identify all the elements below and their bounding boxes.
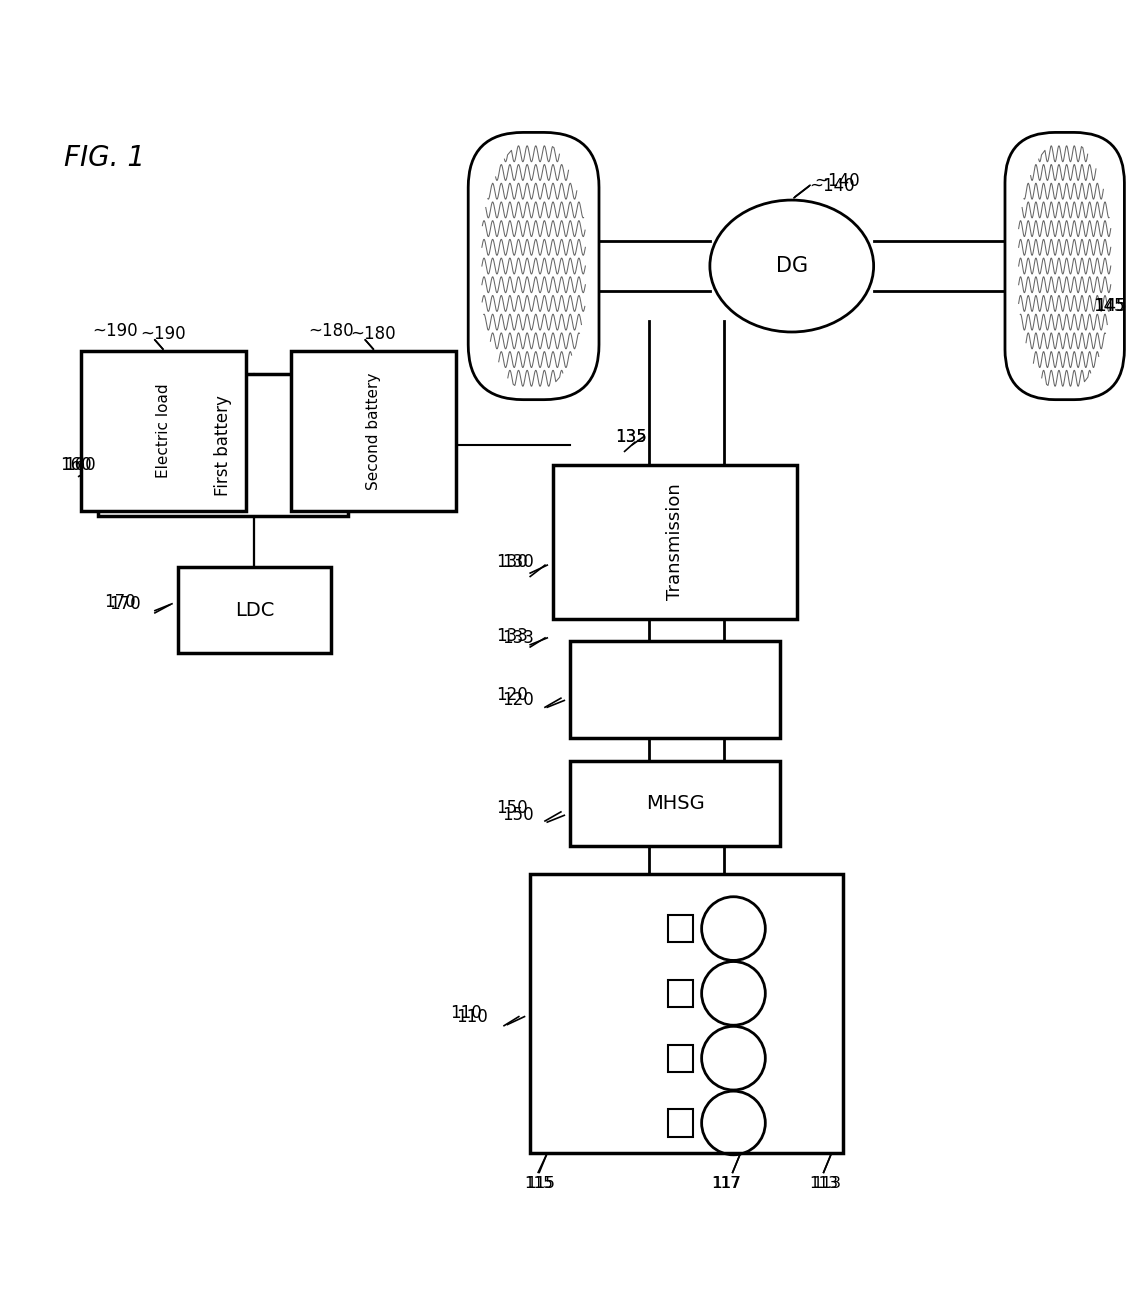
Text: Second battery: Second battery [366, 373, 381, 489]
FancyBboxPatch shape [469, 132, 598, 400]
Bar [570, 642, 781, 738]
Bar [530, 875, 842, 1153]
Text: 115: 115 [527, 1176, 555, 1192]
Text: ~180: ~180 [309, 322, 355, 340]
Text: 145: 145 [1096, 296, 1127, 314]
Bar [668, 980, 692, 1007]
Bar [98, 374, 348, 516]
Text: 160: 160 [64, 455, 96, 474]
Text: 110: 110 [456, 1008, 488, 1026]
Text: Electric load: Electric load [156, 383, 171, 479]
Text: 133: 133 [502, 629, 534, 647]
Text: 170: 170 [109, 595, 141, 613]
Text: 150: 150 [496, 800, 528, 818]
Bar [570, 761, 781, 846]
Bar [668, 915, 692, 942]
Text: 135: 135 [616, 427, 648, 445]
Text: 130: 130 [502, 553, 534, 571]
Text: ~190: ~190 [92, 322, 138, 340]
Text: 150: 150 [502, 806, 534, 824]
Text: FIG. 1: FIG. 1 [64, 144, 145, 172]
Text: 113: 113 [808, 1176, 838, 1192]
Text: ~190: ~190 [140, 325, 186, 343]
Bar [292, 352, 456, 511]
Bar [668, 1109, 692, 1136]
FancyBboxPatch shape [1005, 132, 1124, 400]
Text: DG: DG [775, 256, 808, 276]
Text: 160: 160 [60, 455, 92, 474]
Text: 130: 130 [496, 553, 528, 571]
Text: MHSG: MHSG [646, 793, 705, 813]
Text: ~180: ~180 [350, 325, 396, 343]
Text: 110: 110 [450, 1004, 482, 1022]
Text: 117: 117 [711, 1176, 740, 1192]
Ellipse shape [710, 201, 873, 333]
Text: First battery: First battery [214, 395, 233, 496]
Text: Transmission: Transmission [666, 484, 684, 600]
Bar [668, 1044, 692, 1071]
Text: 120: 120 [496, 686, 528, 704]
Text: 170: 170 [104, 593, 136, 611]
Text: 135: 135 [616, 427, 648, 445]
Text: ~140: ~140 [808, 177, 855, 195]
Text: ~140: ~140 [814, 172, 860, 190]
Text: 113: 113 [812, 1176, 841, 1192]
Text: 145: 145 [1093, 296, 1125, 314]
Bar [178, 567, 332, 652]
Text: 133: 133 [496, 626, 528, 644]
Text: 115: 115 [524, 1176, 553, 1192]
Text: LDC: LDC [235, 600, 274, 620]
Text: 120: 120 [502, 691, 534, 709]
Bar [81, 352, 246, 511]
Bar [553, 465, 798, 619]
Text: 117: 117 [712, 1176, 741, 1192]
